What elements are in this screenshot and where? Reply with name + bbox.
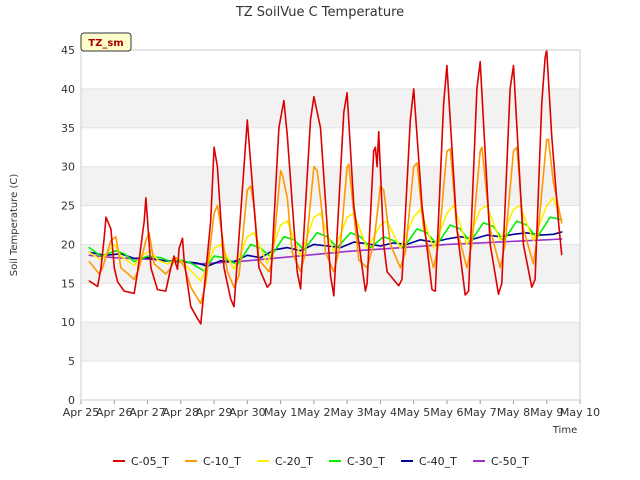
x-tick-label: May 2 <box>297 406 330 419</box>
site-badge-label: TZ_sm <box>88 38 123 49</box>
site-badge: TZ_sm <box>80 32 132 52</box>
x-tick-label: Apr 28 <box>163 406 200 419</box>
site-badge-box <box>80 32 132 52</box>
y-axis-ticks: 0 5 10 15 20 25 30 35 40 45 <box>61 44 75 407</box>
x-tick-label: May 7 <box>464 406 497 419</box>
y-tick-label: 15 <box>61 277 75 290</box>
series-line-c-20-t <box>88 197 563 282</box>
legend-label-c-30-t: C-30_T <box>347 455 385 468</box>
y-tick-label: 10 <box>61 316 75 329</box>
y-axis-title: Soil Temperature (C) <box>9 174 20 277</box>
y-tick-label: 40 <box>61 83 75 96</box>
y-tick-label: 30 <box>61 161 75 174</box>
legend-label-c-10-t: C-10_T <box>203 455 241 468</box>
legend: C-05_T C-10_T C-20_T C-30_T C-40_T C-50_T <box>113 455 529 468</box>
x-tick-label: Apr 29 <box>196 406 233 419</box>
legend-label-c-20-t: C-20_T <box>275 455 313 468</box>
chart-title: TZ SoilVue C Temperature <box>235 5 404 20</box>
x-tick-label: Apr 27 <box>129 406 166 419</box>
legend-label-c-50-t: C-50_T <box>491 455 529 468</box>
grid-band <box>81 166 580 206</box>
grid-band <box>81 322 580 362</box>
grid-bands <box>81 49 580 401</box>
x-tick-label: May 1 <box>264 406 297 419</box>
plot-frame <box>80 49 581 401</box>
y-tick-label: 25 <box>61 200 75 213</box>
x-tick-label: May 6 <box>430 406 463 419</box>
x-tick-label: May 8 <box>497 406 530 419</box>
x-axis-title: Time <box>552 425 577 436</box>
y-tick-label: 0 <box>68 394 75 407</box>
x-tick-label: May 10 <box>560 406 600 419</box>
x-tick-label: May 9 <box>530 406 563 419</box>
x-tick-label: Apr 25 <box>63 406 100 419</box>
x-tick-label: May 3 <box>331 406 364 419</box>
y-tick-label: 5 <box>68 355 75 368</box>
y-tick-label: 35 <box>61 122 75 135</box>
legend-label-c-05-t: C-05_T <box>131 455 169 468</box>
x-tick-label: May 5 <box>397 406 430 419</box>
legend-label-c-40-t: C-40_T <box>419 455 457 468</box>
series-line-c-05-t <box>88 49 563 325</box>
x-tick-label: Apr 26 <box>96 406 133 419</box>
series-lines <box>88 49 563 325</box>
y-tick-label: 20 <box>61 238 75 251</box>
y-tick-label: 45 <box>61 44 75 57</box>
x-tick-label: Apr 30 <box>229 406 266 419</box>
x-tick-label: May 4 <box>364 406 397 419</box>
grid-band <box>81 88 580 128</box>
